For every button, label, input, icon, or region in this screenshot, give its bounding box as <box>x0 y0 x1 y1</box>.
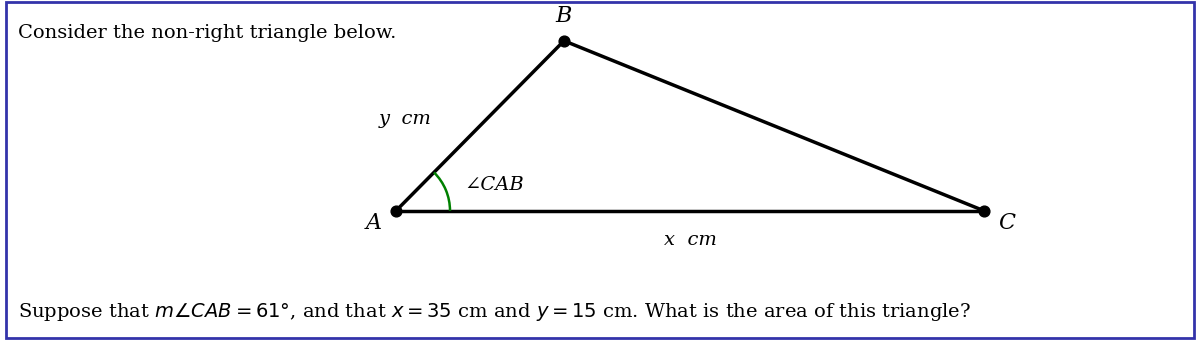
Text: y  cm: y cm <box>379 110 432 128</box>
Text: A: A <box>366 212 382 234</box>
Text: Consider the non-right triangle below.: Consider the non-right triangle below. <box>18 24 396 42</box>
Point <box>974 208 994 214</box>
Text: C: C <box>998 212 1015 234</box>
Text: Suppose that $m\angle CAB = 61°$, and that $x = 35$ cm and $y = 15$ cm. What is : Suppose that $m\angle CAB = 61°$, and th… <box>18 301 971 323</box>
Text: B: B <box>556 5 572 27</box>
Point <box>386 208 406 214</box>
Text: x  cm: x cm <box>664 231 716 249</box>
Text: ∠CAB: ∠CAB <box>464 175 524 193</box>
Point <box>554 38 574 44</box>
